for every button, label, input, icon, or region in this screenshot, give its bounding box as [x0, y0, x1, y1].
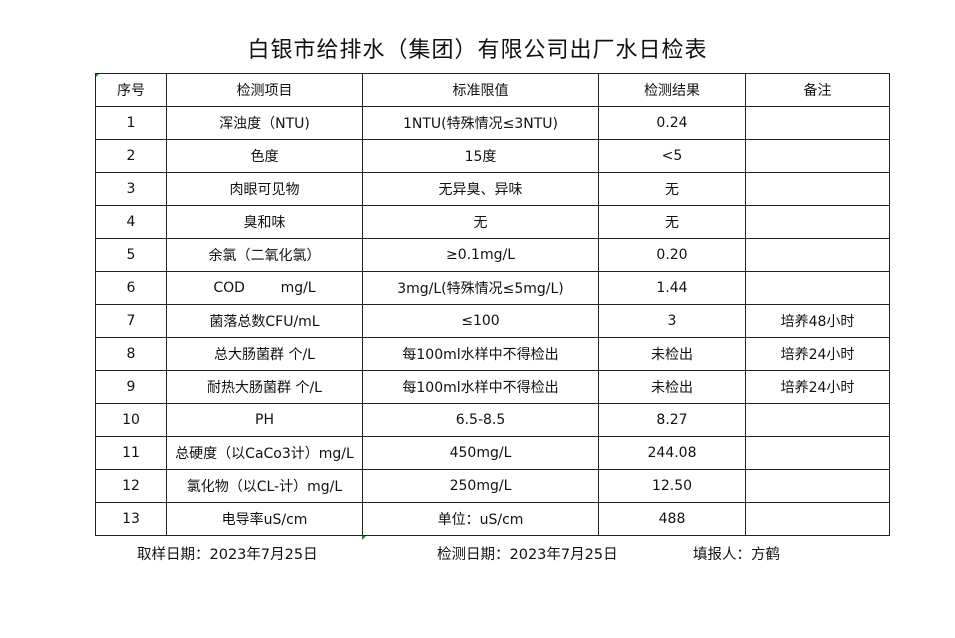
cell-remark: 备注 — [745, 73, 890, 107]
cell-index: 8 — [95, 337, 167, 371]
cell-item: 总硬度（以CaCo3计）mg/L — [166, 436, 363, 470]
cell-item: 浑浊度（NTU) — [166, 106, 363, 140]
cell-index: 13 — [95, 502, 167, 536]
cell-result: 未检出 — [598, 337, 746, 371]
cell-item: PH — [166, 403, 363, 437]
cell-limit: 6.5-8.5 — [362, 403, 599, 437]
cell-item: 余氯（二氧化氯） — [166, 238, 363, 272]
cell-limit: 每100ml水样中不得检出 — [362, 370, 599, 404]
cell-result: 0.24 — [598, 106, 746, 140]
cell-remark — [745, 172, 890, 206]
cell-remark — [745, 106, 890, 140]
cell-item: COD mg/L — [166, 271, 363, 305]
cell-limit: 1NTU(特殊情况≤3NTU) — [362, 106, 599, 140]
cell-limit: 3mg/L(特殊情况≤5mg/L) — [362, 271, 599, 305]
cell-limit: 无异臭、异味 — [362, 172, 599, 206]
cell-item: 色度 — [166, 139, 363, 173]
cell-index: 7 — [95, 304, 167, 338]
cell-limit: ≥0.1mg/L — [362, 238, 599, 272]
cell-index: 11 — [95, 436, 167, 470]
cell-remark — [745, 436, 890, 470]
table-row: 11 总硬度（以CaCo3计）mg/L 450mg/L 244.08 — [95, 436, 890, 470]
table-row: 9 耐热大肠菌群 个/L 每100ml水样中不得检出 未检出 培养24小时 — [95, 370, 890, 404]
cell-limit: 450mg/L — [362, 436, 599, 470]
test-date: 检测日期：2023年7月25日 — [437, 547, 618, 563]
cell-index: 序号 — [95, 73, 167, 107]
table-row: 6 COD mg/L 3mg/L(特殊情况≤5mg/L) 1.44 — [95, 271, 890, 305]
cell-item: 氯化物（以CL-计）mg/L — [166, 469, 363, 503]
cell-item: 电导率uS/cm — [166, 502, 363, 536]
cell-index: 1 — [95, 106, 167, 140]
cell-index: 5 — [95, 238, 167, 272]
cell-remark — [745, 502, 890, 536]
cell-remark — [745, 238, 890, 272]
cell-result: 3 — [598, 304, 746, 338]
cell-result: 8.27 — [598, 403, 746, 437]
table-row: 4 臭和味无无 — [95, 205, 890, 239]
cell-limit: 标准限值 — [362, 73, 599, 107]
page-title: 白银市给排水（集团）有限公司出厂水日检表 — [247, 38, 708, 63]
cell-index: 3 — [95, 172, 167, 206]
cell-remark — [745, 139, 890, 173]
cell-item: 臭和味 — [166, 205, 363, 239]
cell-result: 未检出 — [598, 370, 746, 404]
cell-index: 9 — [95, 370, 167, 404]
cell-result: 无 — [598, 205, 746, 239]
cell-item: 耐热大肠菌群 个/L — [166, 370, 363, 404]
cell-limit: 无 — [362, 205, 599, 239]
cell-limit: ≤100 — [362, 304, 599, 338]
cell-result: 244.08 — [598, 436, 746, 470]
cell-result: <5 — [598, 139, 746, 173]
cell-remark: 培养24小时 — [745, 370, 890, 404]
inspection-table: 序号 检测项目 标准限值 检测结果 备注 1 浑浊度（NTU) 1NTU(特殊情况≤3NTU)… — [95, 73, 890, 536]
cell-remark: 培养48小时 — [745, 304, 890, 338]
cell-index: 2 — [95, 139, 167, 173]
cell-remark — [745, 469, 890, 503]
cell-result: 488 — [598, 502, 746, 536]
table-row: 12 氯化物（以CL-计）mg/L 250mg/L 12.50 — [95, 469, 890, 503]
table-row: 10 PH 6.5-8.5 8.27 — [95, 403, 890, 437]
cell-remark — [745, 403, 890, 437]
table-row: 13 电导率uS/cm 单位：uS/cm 488 — [95, 502, 890, 536]
cell-result: 1.44 — [598, 271, 746, 305]
sample-date: 取样日期：2023年7月25日 — [137, 547, 318, 563]
cell-result: 无 — [598, 172, 746, 206]
cell-remark: 培养24小时 — [745, 337, 890, 371]
table-row: 8 总大肠菌群 个/L 每100ml水样中不得检出 未检出 培养24小时 — [95, 337, 890, 371]
table-row: 5 余氯（二氧化氯） ≥0.1mg/L 0.20 — [95, 238, 890, 272]
cell-index: 6 — [95, 271, 167, 305]
table-row: 3 肉眼可见物 无异臭、异味无 — [95, 172, 890, 206]
cell-limit: 250mg/L — [362, 469, 599, 503]
cell-limit: 每100ml水样中不得检出 — [362, 337, 599, 371]
cell-marker — [362, 535, 367, 540]
header-row: 序号 检测项目 标准限值 检测结果 备注 — [95, 73, 890, 107]
cell-item: 总大肠菌群 个/L — [166, 337, 363, 371]
cell-remark — [745, 271, 890, 305]
cell-remark — [745, 205, 890, 239]
cell-item: 检测项目 — [166, 73, 363, 107]
table-row: 2 色度 15度 <5 — [95, 139, 890, 173]
cell-limit: 15度 — [362, 139, 599, 173]
cell-result: 12.50 — [598, 469, 746, 503]
cell-index: 10 — [95, 403, 167, 437]
table-row: 7 菌落总数CFU/mL ≤100 3 培养48小时 — [95, 304, 890, 338]
cell-item: 菌落总数CFU/mL — [166, 304, 363, 338]
reporter: 填报人：方鹤 — [693, 547, 780, 563]
cell-index: 4 — [95, 205, 167, 239]
cell-index: 12 — [95, 469, 167, 503]
cell-item: 肉眼可见物 — [166, 172, 363, 206]
cell-result: 检测结果 — [598, 73, 746, 107]
cell-limit: 单位：uS/cm — [362, 502, 599, 536]
cell-result: 0.20 — [598, 238, 746, 272]
table-row: 1 浑浊度（NTU) 1NTU(特殊情况≤3NTU) 0.24 — [95, 106, 890, 140]
